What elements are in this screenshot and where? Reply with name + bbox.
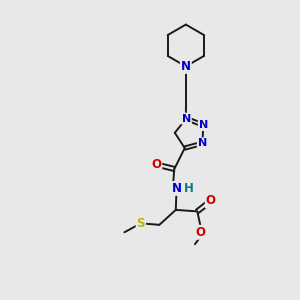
Text: N: N	[199, 120, 208, 130]
Text: H: H	[183, 182, 193, 195]
Text: N: N	[181, 60, 191, 73]
Text: S: S	[136, 217, 145, 230]
Text: O: O	[152, 158, 161, 171]
Text: N: N	[198, 138, 207, 148]
Text: N: N	[171, 182, 182, 195]
Text: N: N	[182, 114, 191, 124]
Text: O: O	[196, 226, 206, 239]
Text: O: O	[206, 194, 216, 207]
